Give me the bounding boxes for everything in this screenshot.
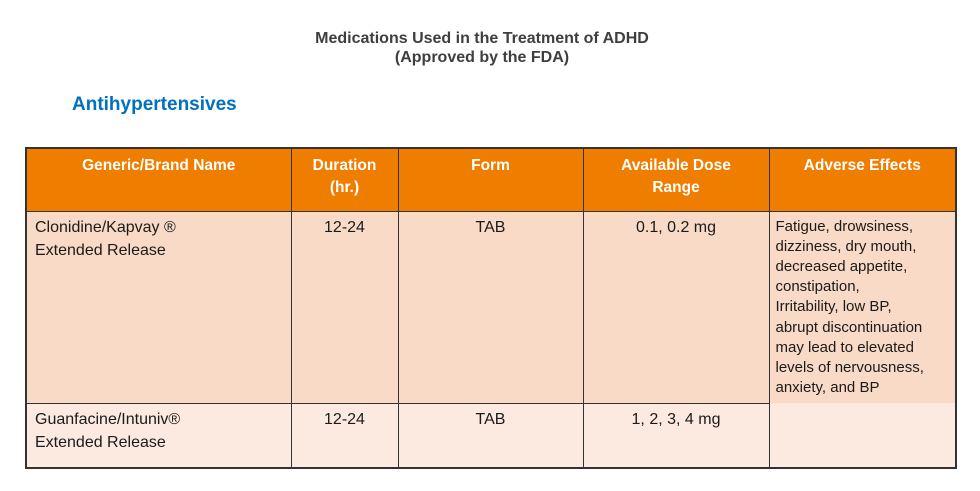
document-title-line1: Medications Used in the Treatment of ADH… (315, 30, 649, 47)
column-header-available-dose-range: Available Dose Range (582, 147, 770, 212)
column-header-form: Form (397, 147, 584, 212)
section-heading: Antihypertensives (72, 94, 237, 115)
column-header-duration: Duration (hr.) (290, 147, 399, 212)
cell-dose-range: 0.1, 0.2 mg (582, 210, 770, 404)
table-row-clonidine: Clonidine/Kapvay ® Extended Release 12-2… (25, 210, 957, 404)
cell-adverse-effects: Fatigue, drowsiness, dizziness, dry mout… (768, 210, 957, 403)
table-row-guanfacine: Guanfacine/Intuniv® Extended Release 12-… (25, 402, 957, 469)
cell-dose-range: 1, 2, 3, 4 mg (582, 402, 770, 469)
document-title: Medications Used in the Treatment of ADH… (1, 29, 963, 67)
medications-table: Generic/Brand Name Duration (hr.) Form A… (25, 147, 957, 469)
cell-generic-brand-name: Guanfacine/Intuniv® Extended Release (25, 402, 292, 469)
cell-duration: 12-24 (290, 402, 399, 469)
cell-duration: 12-24 (290, 210, 399, 404)
cell-generic-brand-name: Clonidine/Kapvay ® Extended Release (25, 210, 292, 404)
cell-form: TAB (397, 210, 584, 404)
column-header-generic-brand-name: Generic/Brand Name (25, 147, 292, 212)
column-header-adverse-effects: Adverse Effects (768, 147, 957, 212)
cell-adverse-effects (768, 403, 957, 469)
document-title-line2: (Approved by the FDA) (394, 49, 570, 66)
table-header-row: Generic/Brand Name Duration (hr.) Form A… (25, 147, 957, 212)
cell-form: TAB (397, 402, 584, 469)
